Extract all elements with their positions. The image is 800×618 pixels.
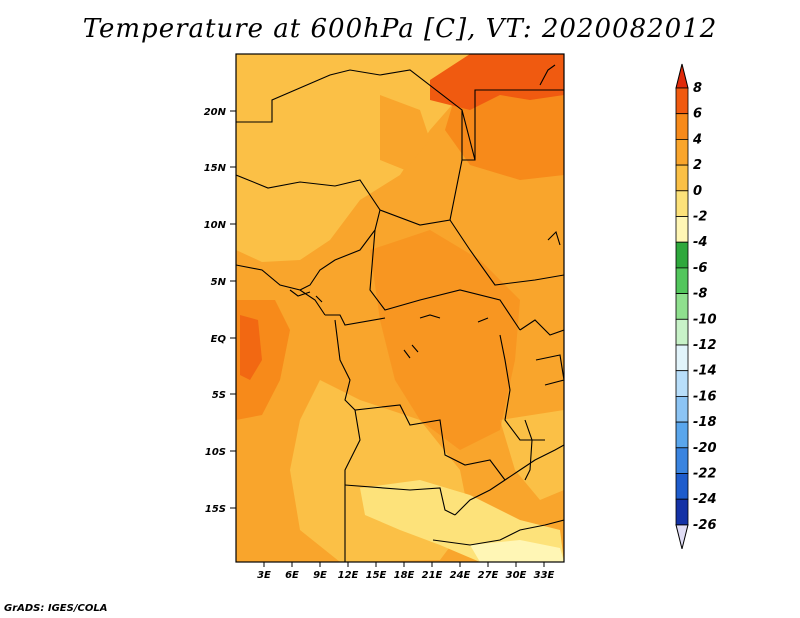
colorbar-label: -14 [693, 364, 717, 379]
colorbar-segment [675, 421, 689, 449]
lat-label: 20N [204, 107, 227, 118]
colorbar-segment [675, 267, 689, 294]
colorbar-segment [675, 344, 689, 372]
lat-label: 5S [212, 390, 226, 401]
field-6-8 [430, 54, 564, 110]
colorbar-label: -10 [693, 312, 717, 327]
lon-label: 18E [394, 570, 415, 581]
lon-label: 12E [338, 570, 359, 581]
lon-label: 3E [257, 570, 271, 581]
field-0-2-east [500, 410, 564, 500]
colorbar-segment [675, 370, 689, 397]
colorbar-label: -22 [693, 467, 717, 482]
colorbar-segment [675, 241, 689, 269]
colorbar-label: -26 [693, 518, 717, 533]
lat-label: 10N [204, 220, 227, 231]
lon-label: 9E [313, 570, 327, 581]
lon-label: 30E [506, 570, 527, 581]
country-borders [236, 64, 564, 562]
field-m4-m2 [470, 540, 564, 562]
colorbar: 8 6 4 2 0 -2 -4 -6 -8 -10 -12 -14 -16 -18 -20 -22 -24 -26 [675, 63, 717, 550]
colorbar-label: 0 [693, 184, 702, 199]
colorbar-label: 4 [692, 132, 702, 147]
field-6-8-west [240, 315, 262, 380]
lon-label: 24E [450, 570, 471, 581]
lon-label: 15E [366, 570, 387, 581]
colorbar-label: -18 [693, 415, 717, 430]
lon-label: 33E [534, 570, 555, 581]
lat-label: 15S [205, 504, 226, 515]
lat-label: EQ [211, 334, 227, 345]
colorbar-segment [675, 113, 689, 140]
colorbar-label: 6 [693, 107, 702, 122]
colorbar-arrow-bottom [675, 524, 689, 550]
lat-ticks: 20N 15N 10N 5N EQ 5S 10S 15S [204, 107, 236, 515]
lon-ticks: 3E 6E 9E 12E 15E 18E 21E 24E 27E 30E 33E [257, 562, 555, 581]
colorbar-segment [675, 395, 689, 423]
lon-label: 21E [422, 570, 443, 581]
colorbar-label: -6 [693, 261, 707, 276]
field-0-2-north [236, 54, 470, 262]
colorbar-segment [675, 473, 689, 500]
lon-label: 27E [478, 570, 499, 581]
colorbar-segment [675, 138, 689, 166]
colorbar-label: -20 [693, 441, 717, 456]
colorbar-label: -4 [693, 235, 707, 250]
field-4-6-center [370, 230, 520, 450]
colorbar-label: -8 [693, 287, 707, 302]
colorbar-segment [675, 293, 689, 320]
colorbar-label: -24 [693, 492, 717, 507]
colorbar-segment [675, 164, 689, 192]
colorbar-segment [675, 216, 689, 243]
lon-label: 6E [285, 570, 299, 581]
lat-label: 5N [211, 277, 227, 288]
field-2-4-patch [380, 95, 430, 170]
colorbar-label: 8 [693, 81, 702, 96]
colorbar-segment [675, 87, 689, 115]
colorbar-segment [675, 190, 689, 217]
colorbar-label: -2 [693, 210, 707, 225]
colorbar-label: -16 [693, 389, 717, 404]
colorbar-label: 2 [693, 158, 702, 173]
colorbar-segment [675, 498, 689, 526]
colorbar-segment [675, 318, 689, 346]
lat-label: 15N [204, 163, 227, 174]
colorbar-label: -12 [693, 338, 717, 353]
colorbar-arrow-top [675, 63, 689, 89]
credit-text: GrADS: IGES/COLA [4, 603, 108, 614]
temperature-field [236, 54, 564, 562]
map-title: Temperature at 600hPa [C], VT: 202008201… [82, 14, 718, 44]
map-frame [235, 53, 565, 563]
lat-label: 10S [205, 447, 226, 458]
colorbar-segment [675, 447, 689, 474]
